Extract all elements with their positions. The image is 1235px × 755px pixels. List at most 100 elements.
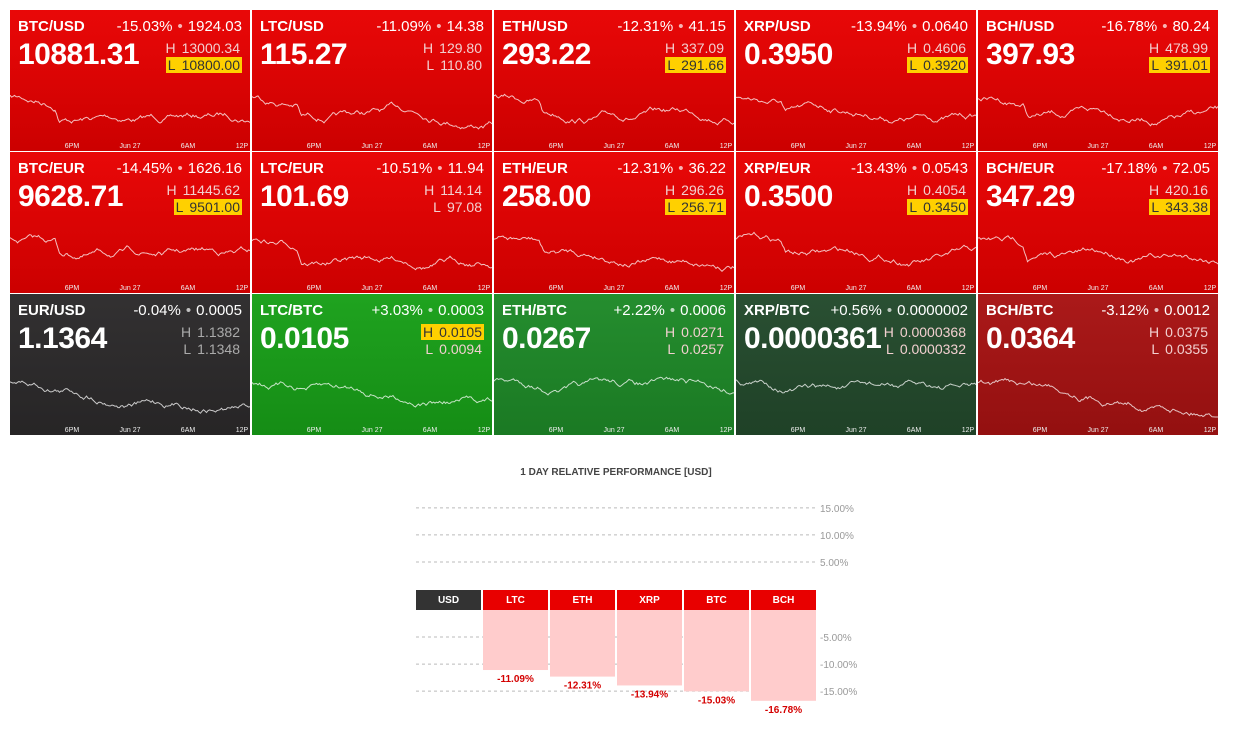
sparkline: [736, 231, 976, 267]
low-label: L: [1151, 199, 1160, 215]
spark-axis-label: Jun 27: [1087, 427, 1108, 434]
high-label: H: [665, 182, 676, 198]
change-abs: 80.24: [1157, 18, 1210, 35]
low-label: L: [1151, 57, 1160, 73]
spark-axis-label: 12P: [1204, 143, 1217, 150]
change-pct: -10.51%: [376, 160, 433, 177]
category-label: USD: [438, 595, 459, 606]
low-row: L 343.38: [1149, 199, 1210, 215]
high-value: 13000.34: [181, 40, 240, 56]
pair: EUR/USD: [18, 302, 86, 319]
value-label: -16.78%: [765, 705, 802, 716]
high-row: H 114.14: [422, 182, 484, 198]
sparkline-area: 6PM Jun 27 6AM 12P: [494, 93, 734, 150]
low-row: L 9501.00: [173, 199, 242, 215]
spark-axis-label: 6PM: [1033, 427, 1048, 434]
spark-axis-label: 12P: [720, 285, 733, 292]
change: -15.03%1924.03: [117, 18, 242, 35]
high-row: H 129.80: [421, 40, 484, 56]
high-label: H: [907, 40, 918, 56]
change-abs: 72.05: [1157, 160, 1210, 177]
spark-axis-label: 12P: [962, 143, 975, 150]
spark-axis-label: 6PM: [65, 427, 80, 434]
spark-axis-label: 12P: [478, 143, 491, 150]
ticker-tile: BCH/USD -16.78%80.24 397.93 H 478.99 L 391.01 6…: [978, 10, 1218, 151]
low-value: 291.66: [681, 57, 724, 73]
ticker-tile: ETH/EUR -12.31%36.22 258.00 H 296.26 L 256.71 6…: [494, 152, 734, 293]
y-tick-label: -15.00%: [820, 687, 857, 698]
bar: [550, 610, 615, 677]
chart-title: 1 DAY RELATIVE PERFORMANCE [USD]: [520, 467, 712, 478]
spark-axis-label: 6PM: [1033, 143, 1048, 150]
pair: XRP/EUR: [744, 160, 811, 177]
low-value: 0.0094: [439, 341, 482, 357]
price: 397.93: [986, 38, 1075, 71]
change: -0.04%0.0005: [133, 302, 242, 319]
pair: ETH/USD: [502, 18, 568, 35]
low-label: L: [426, 57, 435, 73]
pair: LTC/EUR: [260, 160, 324, 177]
high-row: H 0.0000368: [882, 324, 968, 340]
category-box: [550, 590, 615, 610]
ticker-tile: LTC/USD -11.09%14.38 115.27 H 129.80L 110.80 6…: [252, 10, 492, 151]
y-tick-label: -5.00%: [820, 633, 852, 644]
high-row: H 478.99: [1147, 40, 1210, 56]
high-row: H 0.4054: [905, 182, 968, 198]
high-label: H: [166, 182, 177, 198]
spark-axis-label: 6AM: [423, 143, 438, 150]
low-row: L 110.80: [424, 57, 484, 73]
spark-axis-label: 6PM: [65, 285, 80, 292]
low-label: L: [667, 57, 676, 73]
change: +0.56%0.0000002: [831, 302, 968, 319]
pair: BCH/BTC: [986, 302, 1054, 319]
spark-axis-label: 6PM: [791, 427, 806, 434]
value-label: -11.09%: [497, 674, 534, 685]
sparkline-area: 6PM Jun 27 6AM 12P: [978, 96, 1218, 150]
pair: ETH/EUR: [502, 160, 568, 177]
low-value: 343.38: [1165, 199, 1208, 215]
category-box: [617, 590, 682, 610]
category-box: [416, 590, 481, 610]
spark-axis-label: 6AM: [907, 285, 922, 292]
spark-axis-label: 6AM: [665, 285, 680, 292]
y-tick-label: 15.00%: [820, 504, 854, 515]
spark-axis-label: 6PM: [65, 143, 80, 150]
high-value: 1.1382: [197, 324, 240, 340]
low-value: 0.0257: [681, 341, 724, 357]
spark-axis-label: Jun 27: [119, 427, 140, 434]
low-value: 0.0355: [1165, 341, 1208, 357]
sparkline-area: 6PM Jun 27 6AM 12P: [736, 231, 976, 292]
change: -10.51%11.94: [376, 160, 484, 177]
ticker-tile: LTC/BTC +3.03%0.0003 0.0105 H 0.0105 L 0.0094 6…: [252, 294, 492, 435]
sparkline-area: 6PM Jun 27 6AM 12P: [252, 238, 492, 292]
high-label: H: [665, 40, 676, 56]
low-label: L: [1151, 341, 1160, 357]
high-label: H: [883, 324, 894, 340]
change: -12.31%41.15: [617, 18, 726, 35]
bar: [751, 610, 816, 701]
sparkline-area: 6PM Jun 27 6AM 12P: [10, 234, 250, 292]
spark-axis-label: 6AM: [1149, 285, 1164, 292]
ticker-tile: BCH/BTC -3.12%0.0012 0.0364 H 0.0375 L 0.0355 6…: [978, 294, 1218, 435]
change-pct: +2.22%: [613, 302, 665, 319]
low-value: 10800.00: [181, 57, 240, 73]
value-label: -13.94%: [631, 689, 668, 700]
high-label: H: [181, 324, 192, 340]
low-row: L 0.3450: [907, 199, 968, 215]
spark-axis-label: 6AM: [665, 427, 680, 434]
change-pct: -11.09%: [376, 18, 432, 35]
spark-axis-label: Jun 27: [361, 427, 382, 434]
pair: XRP/BTC: [744, 302, 810, 319]
low-value: 9501.00: [189, 199, 240, 215]
high-label: H: [165, 40, 176, 56]
sparkline: [252, 238, 492, 271]
low-row: L 0.3920: [907, 57, 968, 73]
high-label: H: [665, 324, 676, 340]
low-row: L 0.0000332: [884, 341, 968, 357]
category-box: [684, 590, 749, 610]
ticker-tile: XRP/EUR -13.43%0.0543 0.3500 H 0.4054 L 0.3450…: [736, 152, 976, 293]
price: 101.69: [260, 180, 349, 213]
low-label: L: [667, 199, 676, 215]
sparkline-area: 6PM Jun 27 6AM 12P: [494, 376, 734, 434]
